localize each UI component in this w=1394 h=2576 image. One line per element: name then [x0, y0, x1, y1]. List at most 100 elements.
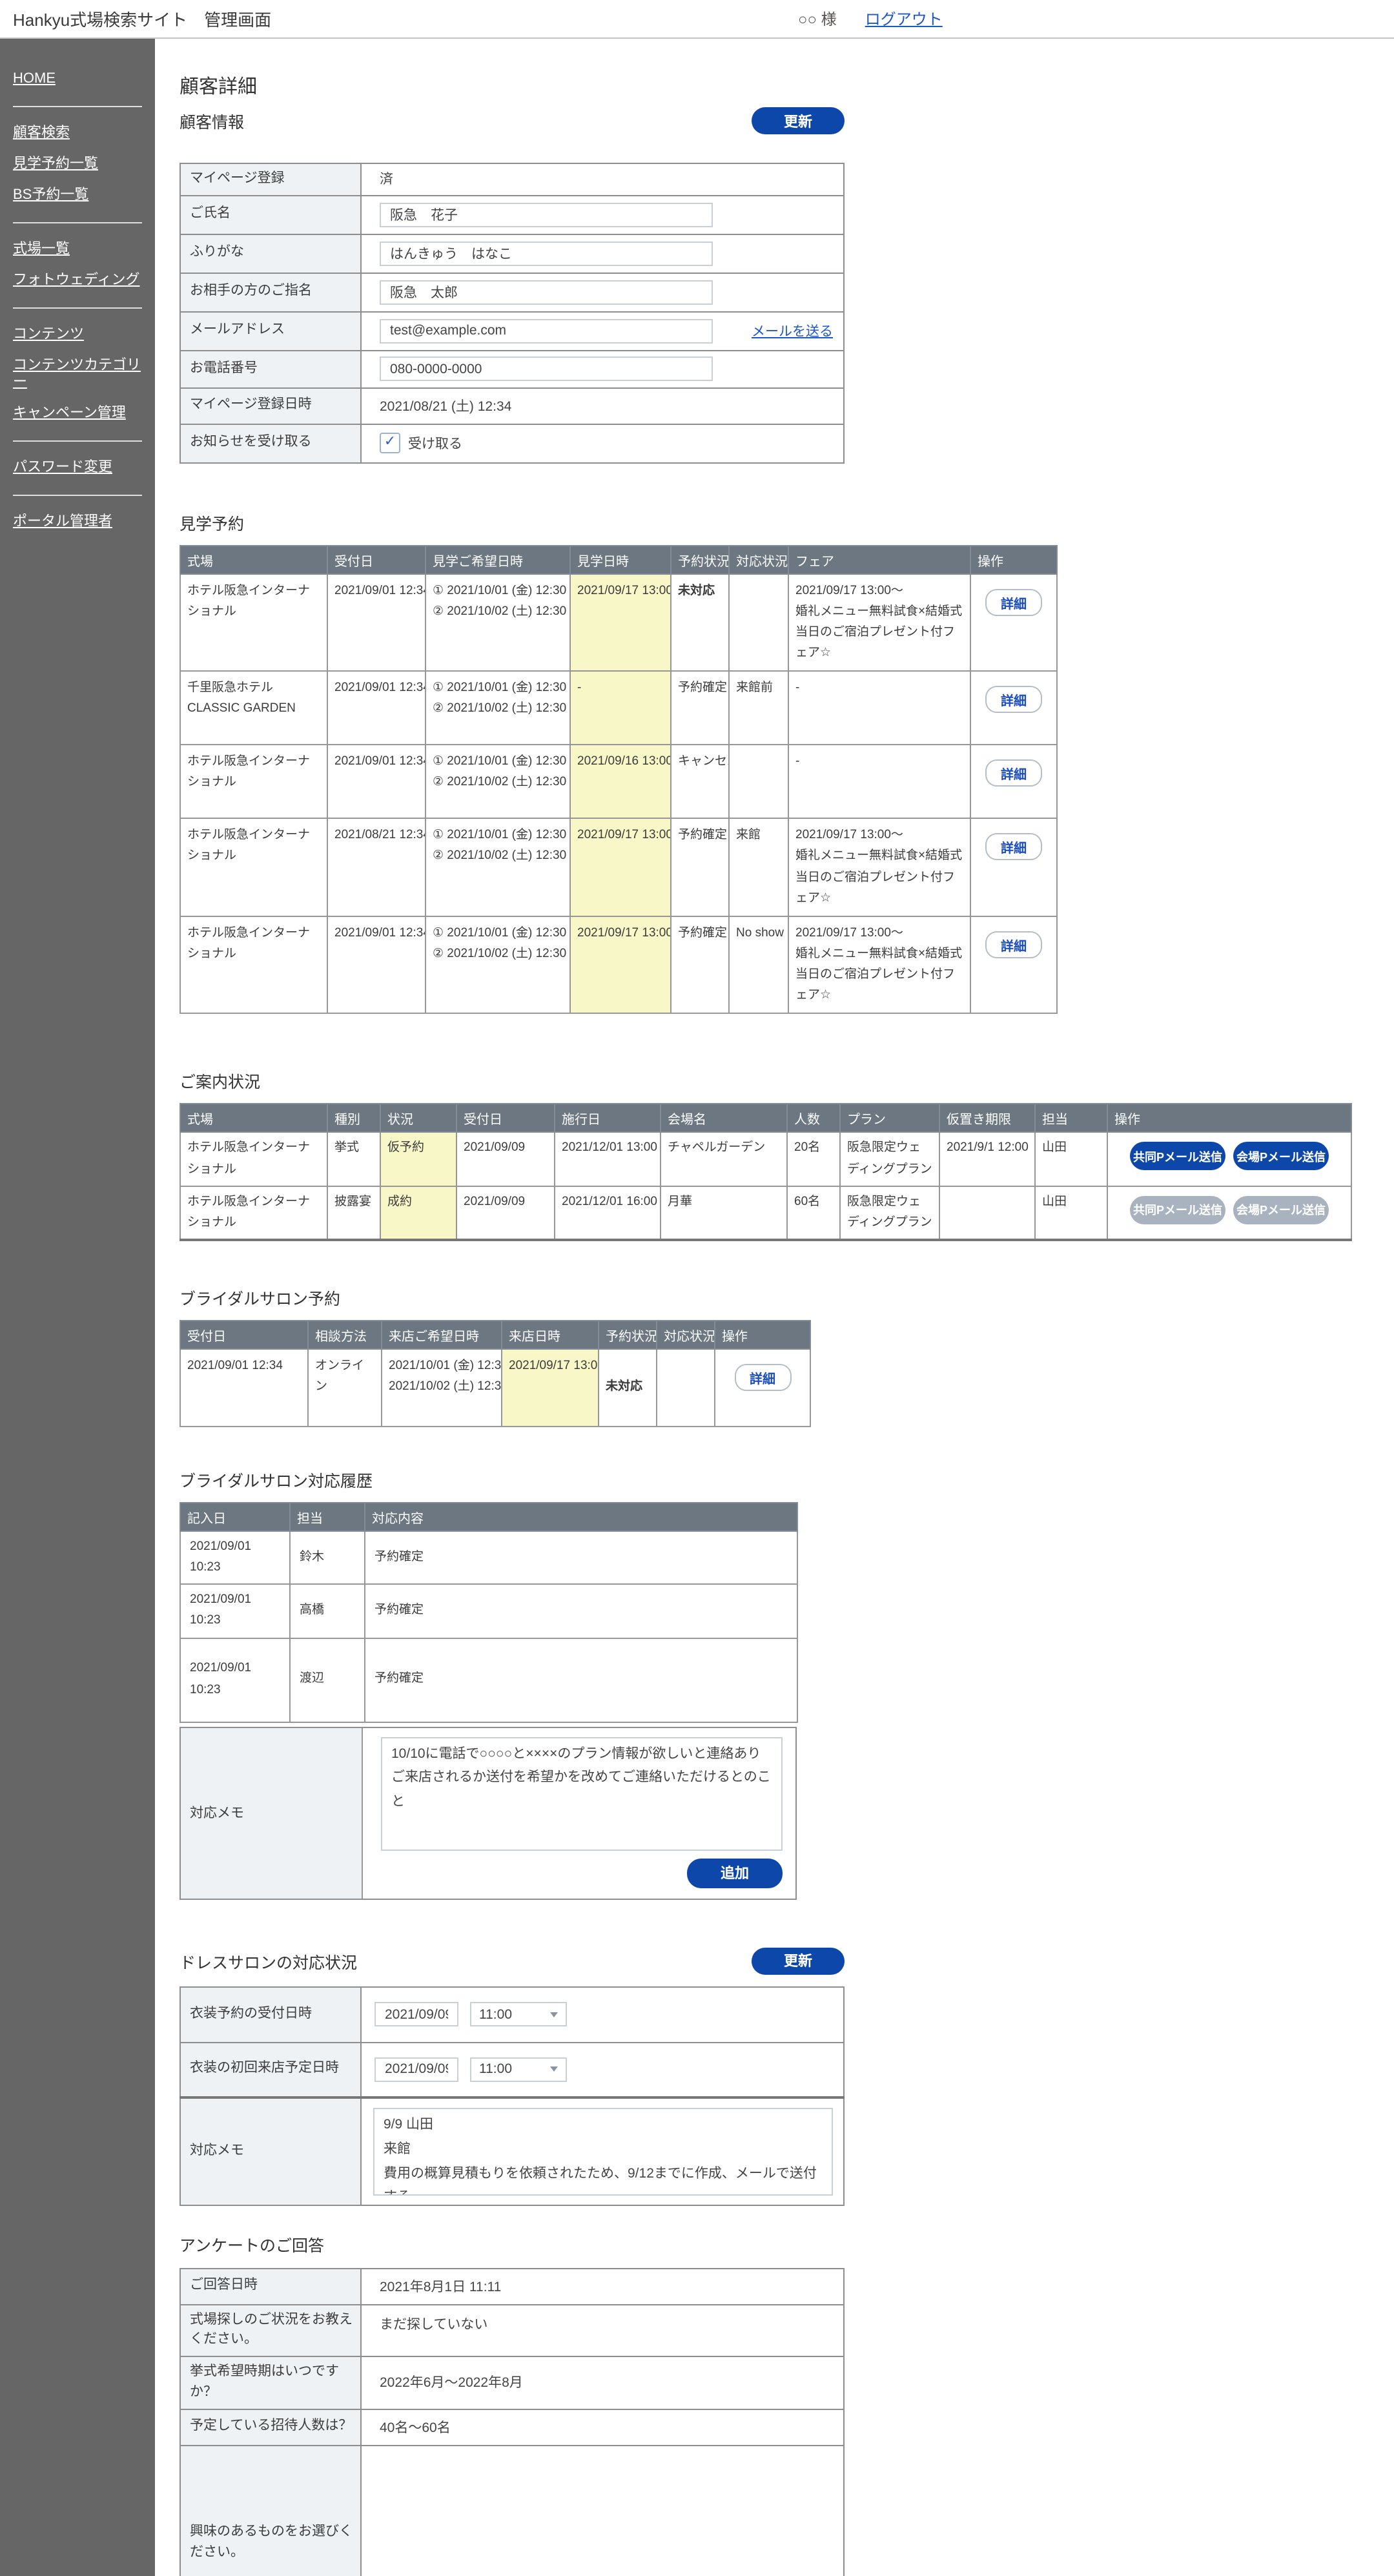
cell-wish: 2021/10/01 (金) 12:30 2021/10/02 (土) 12:30 [381, 1348, 502, 1427]
dress-memo-textarea[interactable] [373, 2107, 833, 2196]
sidebar-item-contents[interactable]: コンテンツ [13, 327, 84, 342]
partner-input[interactable] [380, 280, 713, 305]
cell-staff: 山田 [1034, 1185, 1108, 1241]
table-row: 衣装予約の受付日時 11:00 [179, 1986, 845, 2043]
logout-link[interactable]: ログアウト [865, 10, 943, 28]
cell-staff: 鈴木 [289, 1530, 365, 1585]
kaijo-p-mail-button-disabled[interactable]: 会場Pメール送信 [1233, 1195, 1329, 1224]
detail-button[interactable]: 詳細 [985, 833, 1042, 861]
table-row: ホテル阪急インターナショナル 披露宴 成約 2021/09/09 2021/12… [179, 1185, 1352, 1241]
col-operation: 操作 [1107, 1103, 1352, 1133]
survey-question: 興味のあるものをお選びください。 [179, 2444, 362, 2576]
cell-visit: 2021/09/16 13:00 [569, 744, 671, 819]
cell-fair: 2021/09/17 13:00～ 婚礼メニュー無料試食×結婚式当日のご宿泊プレ… [788, 573, 971, 672]
detail-button[interactable]: 詳細 [985, 686, 1042, 714]
sidebar-item-content-categories[interactable]: コンテンツカテゴリー [13, 358, 141, 390]
detail-button[interactable]: 詳細 [985, 759, 1042, 787]
salon-yoyaku-title: ブライダルサロン予約 [179, 1290, 341, 1308]
sidebar-item-customer-search[interactable]: 顧客検索 [13, 125, 70, 141]
sidebar-item-venue-list[interactable]: 式場一覧 [13, 242, 70, 257]
col-response-status: 対応状況 [728, 544, 789, 575]
detail-button[interactable]: 詳細 [985, 588, 1042, 616]
col-staff: 担当 [289, 1502, 365, 1532]
sidebar-item-portal-admin[interactable]: ポータル管理者 [13, 514, 112, 530]
cell-content: 予約確定 [364, 1530, 798, 1585]
first-visit-date-input[interactable] [374, 2057, 458, 2082]
cell-content: 予約確定 [364, 1583, 798, 1639]
first-visit-time-select[interactable]: 11:00 [470, 2057, 567, 2082]
table-header-row: 受付日 相談方法 来店ご希望日時 来店日時 予約状況 対応状況 操作 [179, 1320, 811, 1350]
cell-entry-date: 2021/09/01 10:23 [179, 1530, 291, 1585]
cell-status: 成約 [380, 1185, 457, 1241]
cell-status: 未対応 [670, 573, 730, 672]
salon-yoyaku-table: 受付日 相談方法 来店ご希望日時 来店日時 予約状況 対応状況 操作 2021/… [179, 1320, 811, 1427]
survey-answer: まだ探していない [360, 2303, 845, 2358]
name-input[interactable] [380, 202, 713, 227]
col-operation: 操作 [714, 1320, 811, 1350]
kaijo-p-mail-button[interactable]: 会場Pメール送信 [1233, 1142, 1329, 1171]
table-row: 衣装の初回来店予定日時 11:00 [179, 2041, 845, 2099]
col-count: 人数 [786, 1103, 841, 1133]
cell-count: 20名 [786, 1131, 841, 1187]
user-name: ○○ 様 [798, 10, 837, 28]
furigana-label: ふりがな [179, 233, 362, 274]
table-row: ホテル阪急インターナショナル 2021/09/01 12:34 ① 2021/1… [179, 915, 1058, 1015]
sidebar-group-home: HOME [0, 71, 155, 88]
notice-label: お知らせを受け取る [179, 423, 362, 464]
phone-input[interactable] [380, 356, 713, 382]
detail-button[interactable]: 詳細 [734, 1364, 791, 1391]
sidebar-item-campaign-management[interactable]: キャンペーン管理 [13, 406, 126, 421]
cell-received: 2021/09/09 [456, 1185, 555, 1241]
furigana-input[interactable] [380, 241, 713, 266]
col-received: 受付日 [327, 544, 426, 575]
send-mail-link[interactable]: メールを送る [752, 324, 833, 340]
cell-response [728, 744, 789, 819]
cell-event-date: 2021/12/01 16:00 [554, 1185, 661, 1241]
layout: HOME 顧客検索 見学予約一覧 BS予約一覧 式場一覧 フォトウェディング コ… [0, 39, 1394, 2576]
kyodo-p-mail-button[interactable]: 共同Pメール送信 [1130, 1142, 1225, 1171]
table-row: 式場探しのご状況をお教えください。 まだ探していない [179, 2303, 845, 2358]
cell-venue: ホテル阪急インターナショナル [179, 1185, 328, 1241]
table-row: 千里阪急ホテル CLASSIC GARDEN 2021/09/01 12:34 … [179, 670, 1058, 746]
reception-time-select[interactable]: 11:00 [470, 2002, 567, 2027]
main-content: 顧客詳細 顧客情報 更新 マイページ登録 済 ご氏名 ふりがな [155, 39, 1394, 2576]
dress-salon-head: ドレスサロンの対応状況 更新 [179, 1947, 845, 1975]
cell-hall: チャペルガーデン [660, 1131, 788, 1187]
add-memo-button[interactable]: 追加 [687, 1858, 783, 1888]
kyodo-p-mail-button-disabled[interactable]: 共同Pメール送信 [1130, 1195, 1225, 1224]
table-row: ホテル阪急インターナショナル 2021/09/01 12:34 ① 2021/1… [179, 573, 1058, 672]
update-dress-salon-button[interactable]: 更新 [752, 1947, 845, 1975]
col-visit-datetime: 来店日時 [501, 1320, 599, 1350]
sidebar-item-bs-reservations[interactable]: BS予約一覧 [13, 187, 89, 203]
salon-memo-textarea[interactable] [381, 1736, 783, 1851]
sidebar-item-photo-wedding[interactable]: フォトウェディング [13, 273, 140, 288]
sidebar-item-visit-reservations[interactable]: 見学予約一覧 [13, 156, 98, 172]
col-event-date: 施行日 [554, 1103, 661, 1133]
sidebar-group-venues: 式場一覧 フォトウェディング [0, 242, 155, 289]
reception-date-input[interactable] [374, 2002, 458, 2027]
cell-visit: 2021/09/17 13:00 [569, 915, 671, 1015]
cell-venue: ホテル阪急インターナショナル [179, 1131, 328, 1187]
cell-type: 挙式 [327, 1131, 381, 1187]
table-row: ご回答日時 2021年8月1日 11:11 [179, 2267, 845, 2305]
registered-value: 2021/08/21 (土) 12:34 [360, 387, 845, 425]
col-visit-datetime: 見学日時 [569, 544, 671, 575]
page-title: 顧客詳細 [179, 76, 258, 98]
cell-event-date: 2021/12/01 13:00 [554, 1131, 661, 1187]
notice-checkbox[interactable] [380, 433, 400, 454]
sidebar-item-password-change[interactable]: パスワード変更 [13, 460, 112, 475]
update-customer-button[interactable]: 更新 [752, 107, 845, 134]
cell-received: 2021/09/01 12:34 [327, 573, 426, 672]
table-row: ホテル阪急インターナショナル 2021/09/01 12:34 ① 2021/1… [179, 744, 1058, 819]
cell-received: 2021/09/01 12:34 [327, 915, 426, 1015]
email-input[interactable] [380, 318, 713, 344]
table-row: お電話番号 [179, 349, 845, 389]
sidebar-divider [13, 307, 142, 309]
detail-button[interactable]: 詳細 [985, 931, 1042, 958]
customer-info-table: マイページ登録 済 ご氏名 ふりがな お相手の方のご指名 メールアドレス [179, 163, 845, 464]
sidebar-group-portal: ポータル管理者 [0, 514, 155, 531]
col-plan: プラン [839, 1103, 940, 1133]
reception-datetime-label: 衣装予約の受付日時 [179, 1986, 362, 2043]
salon-history-table: 記入日 担当 対応内容 2021/09/01 10:23 鈴木 予約確定 202… [179, 1502, 798, 1723]
sidebar-item-home[interactable]: HOME [13, 71, 56, 87]
